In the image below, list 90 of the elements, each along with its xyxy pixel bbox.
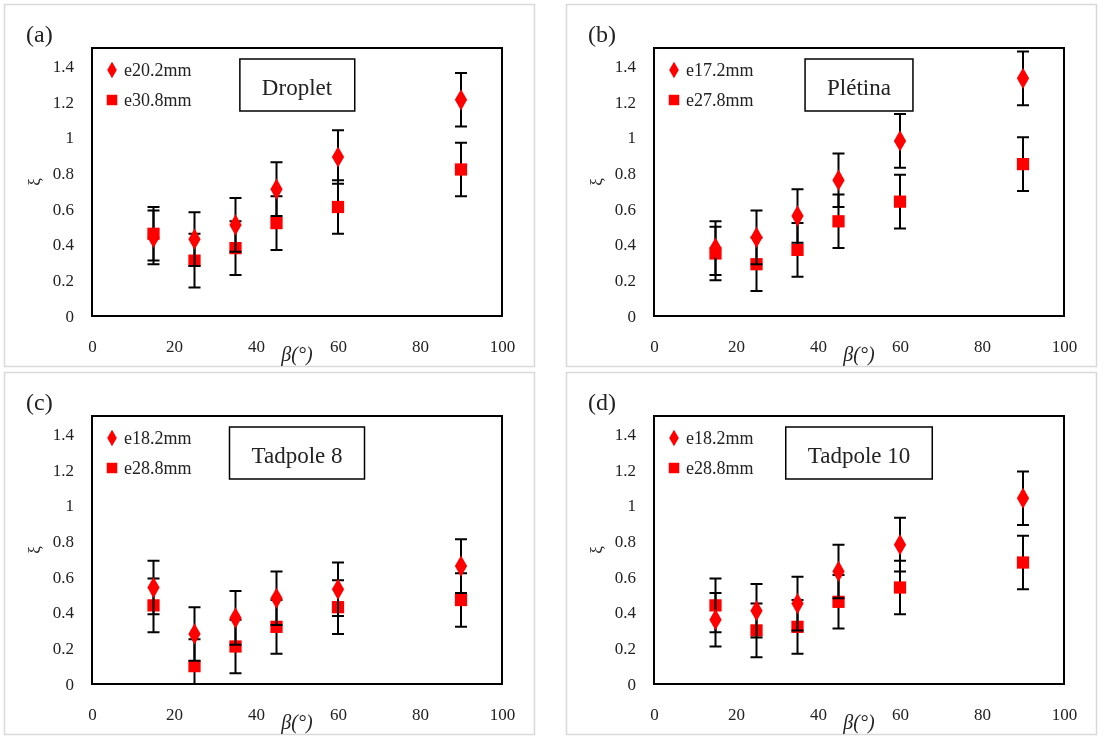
y-tick-label: 0.4 [52,603,75,623]
y-tick-label: 0.8 [52,164,74,184]
y-tick-label: 1 [65,496,74,516]
point [270,216,283,230]
legend-label: e18.2mm [124,428,192,448]
y-tick-label: 0.6 [614,567,636,587]
y-tick-label: 0 [65,674,74,694]
y-tick-label: 1.4 [52,424,75,444]
y-tick-label: 1 [627,128,636,148]
x-tick-label: 60 [330,705,347,725]
y-axis-title: ξ [587,545,606,554]
y-tick-label: 0.4 [614,603,637,623]
x-tick-label: 80 [412,705,429,725]
y-tick-label: 0.8 [614,164,636,184]
x-tick-label: 100 [489,705,516,725]
text: Tadpole 8 [251,443,343,468]
text: (d) [588,389,616,415]
x-axis-title: β(°) [280,711,313,734]
y-tick-label: 1.4 [614,56,637,76]
point [791,243,804,257]
y-tick-label: 0.6 [614,199,636,219]
y-tick-label: 0.2 [52,271,74,291]
x-tick-label: 100 [1051,705,1078,725]
x-tick-label: 0 [650,705,659,725]
y-tick-label: 1.4 [614,424,637,444]
point [1016,158,1030,171]
y-tick-label: 1 [65,128,74,148]
y-tick-label: 0.2 [614,639,636,659]
y-axis-title: ξ [587,177,606,186]
x-tick-label: 60 [330,337,347,357]
x-axis-title: β(°) [842,343,875,366]
x-tick-label: 100 [1051,337,1078,357]
x-tick-label: 20 [728,705,745,725]
y-tick-label: 0.2 [52,639,74,659]
x-tick-label: 60 [892,337,909,357]
text: (c) [26,389,53,415]
x-tick-label: 20 [166,705,183,725]
y-tick-label: 0.6 [52,199,74,219]
legend-label: e30.8mm [124,90,192,110]
point [331,200,345,214]
point [832,215,845,228]
x-tick-label: 0 [88,705,97,725]
y-tick-label: 1.2 [614,460,636,480]
y-axis-title: ξ [25,177,44,186]
y-tick-label: 1.2 [52,92,74,112]
x-tick-label: 80 [974,337,991,357]
x-tick-label: 60 [892,705,909,725]
x-tick-label: 0 [88,337,97,357]
y-tick-label: 0 [65,306,74,326]
point [893,195,907,208]
x-tick-label: 20 [728,337,745,357]
point [454,593,468,607]
legend-label: e28.8mm [124,458,192,478]
text: Tadpole 10 [807,443,911,468]
x-tick-label: 40 [810,705,827,725]
y-tick-label: 1.4 [52,56,75,76]
x-tick-label: 40 [810,337,827,357]
y-tick-label: 0.2 [614,271,636,291]
legend-label: e17.2mm [686,60,754,80]
y-tick-label: 1.2 [614,92,636,112]
y-tick-label: 0.4 [52,235,75,255]
point [893,581,907,594]
point [1016,556,1030,569]
y-tick-label: 0.8 [614,532,636,552]
x-axis-title: β(°) [842,711,875,734]
x-tick-label: 20 [166,337,183,357]
legend-label: e18.2mm [686,428,754,448]
y-tick-label: 0.6 [52,567,74,587]
point [454,163,468,176]
y-tick-label: 0.4 [614,235,637,255]
x-tick-label: 80 [412,337,429,357]
x-tick-label: 0 [650,337,659,357]
y-axis-title: ξ [25,545,44,554]
x-tick-label: 40 [248,337,265,357]
y-tick-label: 0 [627,674,636,694]
text: (a) [26,21,53,47]
y-tick-label: 1 [627,496,636,516]
text: (b) [588,21,616,47]
y-tick-label: 0 [627,306,636,326]
legend-label: e27.8mm [686,90,754,110]
x-tick-label: 40 [248,705,265,725]
text: Droplet [261,75,333,100]
x-tick-label: 100 [489,337,516,357]
y-tick-label: 1.2 [52,460,74,480]
y-tick-label: 0.8 [52,532,74,552]
x-axis-title: β(°) [280,343,313,366]
legend-label: e20.2mm [124,60,192,80]
x-tick-label: 80 [974,705,991,725]
text: Plétina [827,75,891,100]
legend-label: e28.8mm [686,458,754,478]
